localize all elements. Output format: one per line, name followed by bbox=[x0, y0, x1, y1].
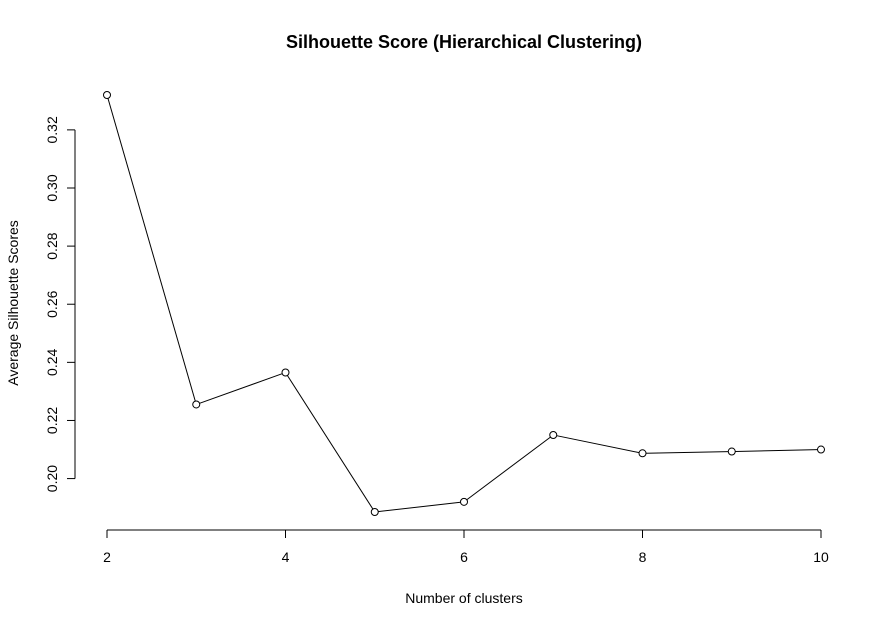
y-tick-label: 0.24 bbox=[44, 349, 60, 376]
data-point bbox=[817, 445, 825, 454]
series-layer bbox=[103, 91, 825, 516]
y-tick-label: 0.26 bbox=[44, 290, 60, 317]
y-tick-label: 0.32 bbox=[44, 116, 60, 143]
y-axis: 0.20 0.22 0.24 0.26 0.28 0.30 0.32 bbox=[44, 116, 76, 492]
series-line-segment bbox=[107, 98, 196, 402]
data-point bbox=[460, 497, 468, 506]
data-point bbox=[727, 447, 736, 456]
series-line-segment bbox=[556, 435, 640, 454]
x-tick-label: 8 bbox=[639, 549, 647, 565]
y-tick-label: 0.20 bbox=[44, 465, 60, 492]
y-tick-label: 0.22 bbox=[44, 407, 60, 434]
x-tick-label: 4 bbox=[282, 549, 290, 565]
data-point bbox=[192, 400, 201, 409]
series-line-segment bbox=[735, 449, 818, 452]
data-point bbox=[549, 430, 558, 439]
series-line-segment bbox=[645, 451, 729, 454]
y-tick-label: 0.30 bbox=[44, 174, 60, 201]
series-line-segment bbox=[466, 436, 551, 501]
data-point bbox=[281, 368, 290, 377]
x-axis: 2 4 6 8 10 bbox=[103, 529, 829, 565]
x-tick-label: 2 bbox=[103, 549, 111, 565]
data-point bbox=[638, 449, 647, 458]
y-axis-title: Average Silhouette Scores bbox=[5, 220, 21, 386]
series-line-segment bbox=[199, 373, 283, 404]
x-axis-title: Number of clusters bbox=[405, 590, 522, 606]
data-point bbox=[103, 91, 111, 99]
y-tick-label: 0.28 bbox=[44, 232, 60, 259]
chart-title: Silhouette Score (Hierarchical Clusterin… bbox=[286, 32, 642, 52]
series-line-segment bbox=[286, 375, 374, 510]
data-point bbox=[370, 508, 379, 516]
x-tick-label: 6 bbox=[460, 549, 468, 565]
series-line-segment bbox=[378, 501, 461, 513]
x-tick-label: 10 bbox=[813, 549, 829, 565]
